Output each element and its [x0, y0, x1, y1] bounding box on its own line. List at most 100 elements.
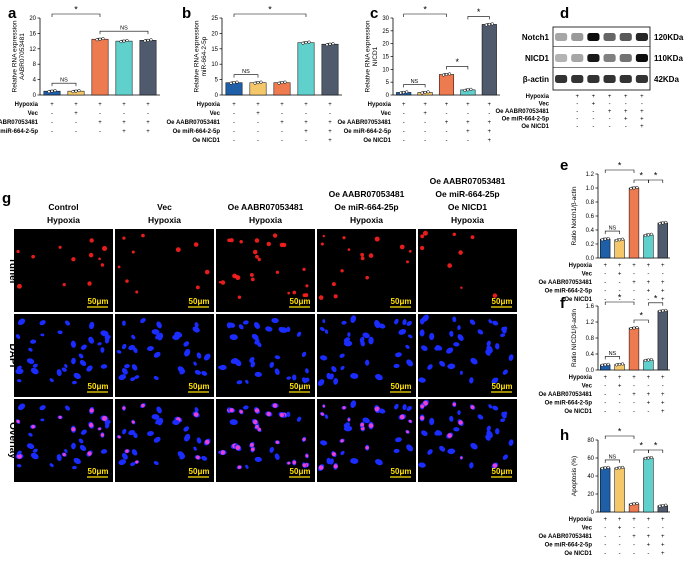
condition-sign: + — [661, 280, 665, 286]
tunel-spot — [305, 284, 309, 288]
nucleus — [322, 319, 326, 324]
overlay-spot — [331, 452, 336, 457]
data-point — [253, 81, 257, 85]
y-tick-label: 0 — [33, 93, 37, 99]
tunel-spot — [102, 245, 108, 251]
nucleus — [56, 454, 62, 462]
condition-label: Hypoxia — [526, 94, 550, 100]
data-point — [658, 222, 662, 226]
data-point — [621, 237, 625, 241]
overlay-spot — [340, 439, 344, 443]
overlay-spot — [87, 451, 92, 456]
tunel-spot — [279, 242, 285, 248]
significance-bracket — [633, 319, 649, 323]
data-point — [487, 22, 491, 26]
column-header: Vec — [157, 202, 172, 212]
data-point — [615, 363, 619, 367]
nucleus — [121, 453, 128, 460]
nucleus — [56, 369, 62, 377]
significance-bracket — [403, 84, 426, 88]
micrograph-dapi: 50μm — [216, 314, 315, 397]
data-point — [664, 503, 668, 507]
nucleus — [485, 434, 491, 441]
bar — [273, 82, 291, 96]
condition-sign: + — [661, 297, 665, 303]
nucleus — [79, 444, 87, 452]
condition-sign: - — [619, 280, 621, 286]
scale-bar-label: 50μm — [189, 297, 210, 306]
condition-sign: + — [304, 129, 308, 135]
y-tick-label: 25 — [211, 16, 218, 22]
overlay-spot — [193, 412, 199, 417]
nucleus — [429, 332, 435, 341]
nucleus — [64, 320, 70, 326]
condition-sign: - — [647, 272, 649, 278]
tunel-spot — [117, 265, 121, 269]
condition-sign: - — [281, 129, 283, 135]
condition-sign: + — [647, 401, 651, 407]
nucleus — [30, 339, 37, 344]
y-tick-label: 25 — [382, 29, 389, 35]
y-tick-label: 0 — [591, 510, 595, 516]
condition-label: Oe AABR07053481 — [539, 392, 593, 398]
row-label: DAPI — [7, 344, 18, 368]
condition-label: Oe AABR07053481 — [496, 109, 550, 115]
data-point — [621, 362, 625, 366]
nucleus — [459, 370, 463, 375]
significance-bracket — [604, 356, 620, 360]
tunel-spot — [287, 291, 291, 295]
nucleus — [418, 377, 426, 383]
tunel-spot — [98, 257, 101, 261]
significance-label: NS — [609, 454, 617, 460]
condition-sign: + — [488, 129, 492, 135]
significance-label: * — [618, 293, 622, 303]
data-point — [643, 456, 647, 461]
nucleus — [486, 425, 491, 432]
tunel-spot — [239, 240, 243, 244]
condition-sign: + — [661, 534, 665, 540]
nucleus — [406, 406, 412, 411]
y-tick-label: 30 — [382, 16, 389, 22]
nucleus — [457, 334, 464, 341]
overlay-spot — [229, 408, 234, 413]
tunel-spot — [406, 260, 409, 264]
overlay-spot — [275, 440, 280, 444]
data-point — [77, 89, 81, 93]
y-tick-label: 15 — [211, 47, 218, 53]
significance-bracket — [604, 169, 635, 173]
condition-sign: - — [647, 551, 649, 557]
overlay-spot — [102, 415, 108, 421]
condition-sign: + — [632, 392, 636, 398]
nucleus — [488, 404, 493, 409]
data-point — [466, 88, 470, 92]
data-point — [646, 233, 650, 237]
western-blot: Notch1 120KDa NICD1 110KDa β-actin 42KDa — [522, 26, 684, 91]
nucleus — [104, 422, 110, 429]
band-size: 42KDa — [654, 75, 679, 84]
nucleus — [305, 368, 309, 374]
nucleus — [419, 318, 425, 325]
significance-bracket — [446, 66, 469, 70]
nucleus — [249, 356, 255, 363]
nucleus — [64, 448, 68, 453]
micrograph-tunel: 50μm — [418, 229, 517, 312]
condition-sign: + — [122, 120, 126, 126]
nucleus — [269, 361, 275, 368]
nucleus — [470, 357, 478, 365]
y-axis-label: Ratio Notch1/β-actin — [571, 186, 578, 245]
data-point — [649, 357, 653, 362]
condition-sign: + — [647, 263, 651, 269]
significance-label: NS — [60, 78, 68, 84]
nucleus — [17, 318, 26, 326]
data-point — [635, 185, 639, 189]
condition-sign: - — [647, 409, 649, 415]
overlay-spot — [117, 435, 121, 439]
nucleus — [229, 419, 238, 426]
nucleus — [362, 332, 370, 339]
overlay-spot — [31, 424, 35, 429]
nucleus — [130, 377, 136, 382]
nucleus — [153, 351, 161, 358]
nucleus — [28, 347, 33, 352]
nucleus — [229, 334, 238, 341]
blot-band — [619, 75, 632, 83]
